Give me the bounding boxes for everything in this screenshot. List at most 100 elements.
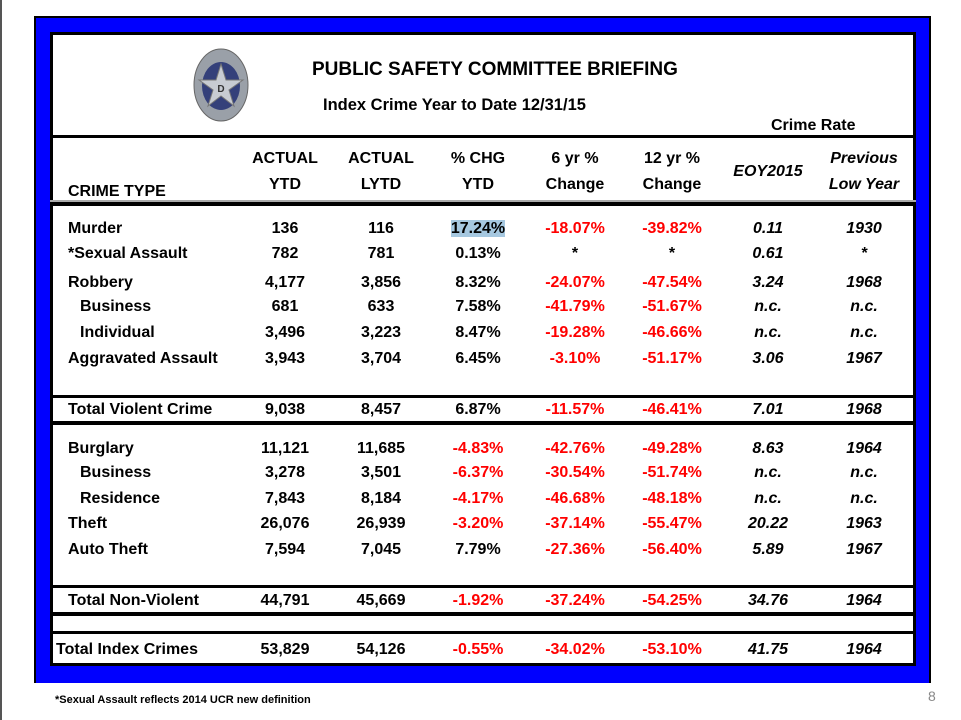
col-header-prev-low-year: Previous Low Year: [828, 150, 900, 193]
cell-eoy: 7.01: [752, 401, 784, 418]
cell-low: 1968: [846, 274, 882, 291]
cell-low: 1930: [846, 220, 882, 237]
cell-low: 1964: [846, 440, 882, 457]
cell-twelve: -46.66%: [642, 324, 702, 341]
page-subtitle: Index Crime Year to Date 12/31/15: [323, 96, 586, 114]
cell-eoy: 8.63: [752, 440, 784, 457]
cell-chg: 8.32%: [455, 274, 501, 291]
cell-eoy: 0.61: [752, 245, 784, 262]
cell-low: n.c.: [850, 464, 878, 481]
cell-twelve: -51.17%: [642, 350, 702, 367]
row-label: Residence: [80, 490, 161, 507]
divider: [50, 421, 916, 425]
cell-twelve: -53.10%: [642, 641, 702, 658]
cell-ytd: 3,496: [264, 324, 306, 341]
cell-chg: 8.47%: [455, 324, 501, 341]
cell-eoy: 41.75: [747, 641, 789, 658]
cell-ytd: 26,076: [260, 515, 310, 532]
cell-lytd: 11,685: [356, 440, 406, 457]
cell-lytd: 3,704: [360, 350, 402, 367]
cell-eoy: 34.76: [747, 592, 789, 609]
cell-twelve: -48.18%: [642, 490, 702, 507]
cell-lytd: 26,939: [356, 515, 406, 532]
cell-twelve: -51.74%: [642, 464, 702, 481]
divider: [50, 200, 916, 202]
row-label: Total Non-Violent: [68, 592, 199, 609]
col-header-actual-lytd: ACTUAL LYTD: [348, 150, 414, 193]
cell-chg: -4.17%: [452, 490, 504, 507]
row-label: Theft: [68, 515, 108, 532]
cell-ytd: 11,121: [260, 440, 310, 457]
cell-ytd: 53,829: [260, 641, 310, 658]
cell-twelve: -56.40%: [642, 541, 702, 558]
cell-ytd: 4,177: [264, 274, 306, 291]
row-label: Auto Theft: [68, 541, 148, 558]
cell-chg: 17.24%: [450, 220, 506, 237]
cell-lytd: 8,184: [360, 490, 402, 507]
cell-six: -37.24%: [545, 592, 605, 609]
cell-chg: -3.20%: [452, 515, 504, 532]
cell-lytd: 3,223: [360, 324, 402, 341]
cell-low: 1963: [846, 515, 882, 532]
divider: [50, 585, 916, 588]
cell-twelve: -55.47%: [642, 515, 702, 532]
page-number: 8: [928, 688, 936, 704]
cell-chg: -1.92%: [452, 592, 504, 609]
cell-chg: 7.79%: [455, 541, 501, 558]
cell-ytd: 136: [271, 220, 299, 237]
cell-six: -30.54%: [545, 464, 605, 481]
cell-six: -3.10%: [549, 350, 601, 367]
cell-low: 1967: [846, 350, 882, 367]
cell-low: 1964: [846, 641, 882, 658]
cell-ytd: 44,791: [260, 592, 310, 609]
cell-low: *: [860, 245, 868, 262]
row-label: Burglary: [68, 440, 134, 457]
cell-six: -46.68%: [545, 490, 605, 507]
cell-chg: 6.45%: [455, 350, 501, 367]
cell-low: 1967: [846, 541, 882, 558]
cell-twelve: -49.28%: [642, 440, 702, 457]
cell-chg: 0.13%: [455, 245, 501, 262]
divider: [50, 612, 916, 616]
cell-eoy: 20.22: [747, 515, 789, 532]
cell-six: -18.07%: [545, 220, 605, 237]
crime-rate-label: Crime Rate: [771, 117, 856, 134]
cell-low: n.c.: [850, 298, 878, 315]
cell-eoy: 3.24: [752, 274, 784, 291]
cell-chg: -0.55%: [452, 641, 504, 658]
cell-eoy: 3.06: [752, 350, 784, 367]
row-label: Individual: [80, 324, 155, 341]
row-label: Aggravated Assault: [68, 350, 218, 367]
divider: [50, 202, 916, 206]
cell-lytd: 7,045: [360, 541, 402, 558]
divider: [50, 395, 916, 398]
window-edge: [0, 0, 2, 720]
cell-ytd: 782: [271, 245, 299, 262]
col-header-actual-ytd: ACTUAL YTD: [252, 150, 318, 193]
row-label: Murder: [68, 220, 123, 237]
row-label: *Sexual Assault: [68, 245, 188, 262]
cell-six: *: [571, 245, 579, 262]
cell-lytd: 45,669: [356, 592, 406, 609]
cell-six: -34.02%: [545, 641, 605, 658]
cell-twelve: -54.25%: [642, 592, 702, 609]
col-header-eoy2015: EOY2015: [733, 163, 803, 180]
cell-ytd: 9,038: [264, 401, 306, 418]
cell-twelve: -47.54%: [642, 274, 702, 291]
cell-lytd: 3,501: [360, 464, 402, 481]
cell-eoy: n.c.: [754, 464, 782, 481]
cell-ytd: 681: [271, 298, 299, 315]
cell-lytd: 633: [367, 298, 395, 315]
cell-twelve: *: [668, 245, 676, 262]
footnote: *Sexual Assault reflects 2014 UCR new de…: [55, 694, 311, 706]
cell-lytd: 54,126: [356, 641, 406, 658]
cell-twelve: -51.67%: [642, 298, 702, 315]
cell-ytd: 3,278: [264, 464, 306, 481]
cell-ytd: 3,943: [264, 350, 306, 367]
row-label: Total Violent Crime: [68, 401, 213, 418]
cell-eoy: n.c.: [754, 490, 782, 507]
cell-lytd: 116: [368, 220, 394, 237]
divider: [50, 135, 916, 138]
police-badge-icon: D: [193, 48, 249, 122]
cell-six: -11.57%: [545, 401, 605, 418]
